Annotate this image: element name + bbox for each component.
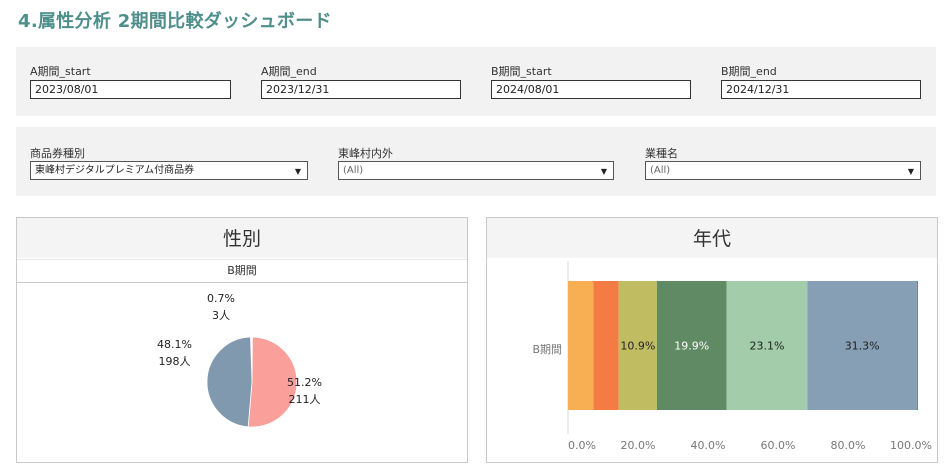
a-end-input[interactable]: 2023/12/31: [261, 80, 461, 99]
x-tick-label: 100.0%: [890, 439, 932, 452]
pie-label-blue-pct: 48.1%: [157, 338, 192, 351]
a-end-label: A期間_end: [261, 65, 317, 78]
row-label: B期間: [532, 343, 562, 356]
pie-label-other-pct: 0.7%: [207, 292, 235, 305]
voucher-type-select[interactable]: 東峰村デジタルプレミアム付商品券 ▼: [30, 161, 308, 180]
gender-card-title: 性別: [17, 218, 467, 258]
pie-slice-2[interactable]: [247, 336, 298, 428]
chevron-down-icon: ▼: [600, 167, 607, 176]
pie-label-other: 0.7% 3人: [207, 290, 235, 324]
bar-segment-3[interactable]: [656, 281, 727, 410]
industry-select[interactable]: (All) ▼: [645, 161, 921, 180]
bar-segment-1[interactable]: [593, 281, 619, 410]
bar-segment-label-5: 31.3%: [845, 340, 880, 353]
b-start-label: B期間_start: [491, 65, 552, 78]
gender-pie-chart: [206, 336, 298, 428]
pie-label-other-count: 3人: [211, 309, 230, 322]
a-start-input[interactable]: 2023/08/01: [30, 80, 231, 99]
pie-label-pink: 51.2% 211人: [287, 374, 322, 408]
chevron-down-icon: ▼: [907, 167, 914, 176]
date-parameter-panel: A期間_start 2023/08/01 A期間_end 2023/12/31 …: [16, 47, 936, 116]
chevron-down-icon: ▼: [294, 167, 301, 176]
bar-segment-4[interactable]: [726, 281, 808, 410]
x-tick-label: 80.0%: [831, 439, 866, 452]
voucher-type-value: 東峰村デジタルプレミアム付商品券: [35, 165, 195, 176]
bar-segment-label-2: 10.9%: [620, 340, 655, 353]
gender-card: 性別 B期間 0.7% 3人 48.1% 198人 51.2% 211人: [16, 217, 468, 463]
inside-outside-select[interactable]: (All) ▼: [338, 161, 614, 180]
b-start-input[interactable]: 2024/08/01: [491, 80, 691, 99]
inside-outside-value: (All): [343, 165, 364, 176]
bar-segment-6[interactable]: [916, 281, 918, 410]
x-tick-label: 20.0%: [621, 439, 656, 452]
bar-segment-2[interactable]: [618, 281, 657, 410]
dashboard-title: 4.属性分析 2期間比較ダッシュボード: [18, 11, 332, 32]
gender-subheader: B期間: [17, 259, 467, 283]
pie-label-pink-pct: 51.2%: [287, 376, 322, 389]
bar-segment-label-3: 19.9%: [674, 340, 709, 353]
age-card-title: 年代: [487, 218, 937, 258]
x-tick-label: 0.0%: [568, 439, 596, 452]
pie-label-blue: 48.1% 198人: [157, 336, 192, 370]
bar-segment-0[interactable]: [568, 281, 594, 410]
age-stacked-bar-chart: B期間 10.9% 19.9% 23.1% 31.3% 0.0% 20.0% 40.0% 6…: [532, 261, 932, 452]
b-end-label: B期間_end: [721, 65, 777, 78]
pie-label-pink-count: 211人: [288, 393, 321, 406]
b-end-input[interactable]: 2024/12/31: [721, 80, 921, 99]
x-tick-label: 40.0%: [691, 439, 726, 452]
bar-segment-5[interactable]: [807, 281, 917, 410]
industry-label: 業種名: [645, 147, 678, 160]
filter-panel: 商品券種別 東峰村デジタルプレミアム付商品券 ▼ 東峰村内外 (All) ▼ 業…: [16, 127, 936, 196]
bar-segment-label-4: 23.1%: [749, 340, 784, 353]
pie-slice-1[interactable]: [206, 336, 253, 428]
inside-outside-label: 東峰村内外: [338, 147, 393, 160]
pie-label-blue-count: 198人: [158, 355, 191, 368]
a-start-label: A期間_start: [30, 65, 91, 78]
x-tick-label: 60.0%: [761, 439, 796, 452]
industry-value: (All): [650, 165, 671, 176]
age-card: 年代 B期間 10.9% 19.9% 23.1% 31.3% 0.0% 20.0% 40.…: [486, 217, 938, 463]
voucher-type-label: 商品券種別: [30, 147, 85, 160]
